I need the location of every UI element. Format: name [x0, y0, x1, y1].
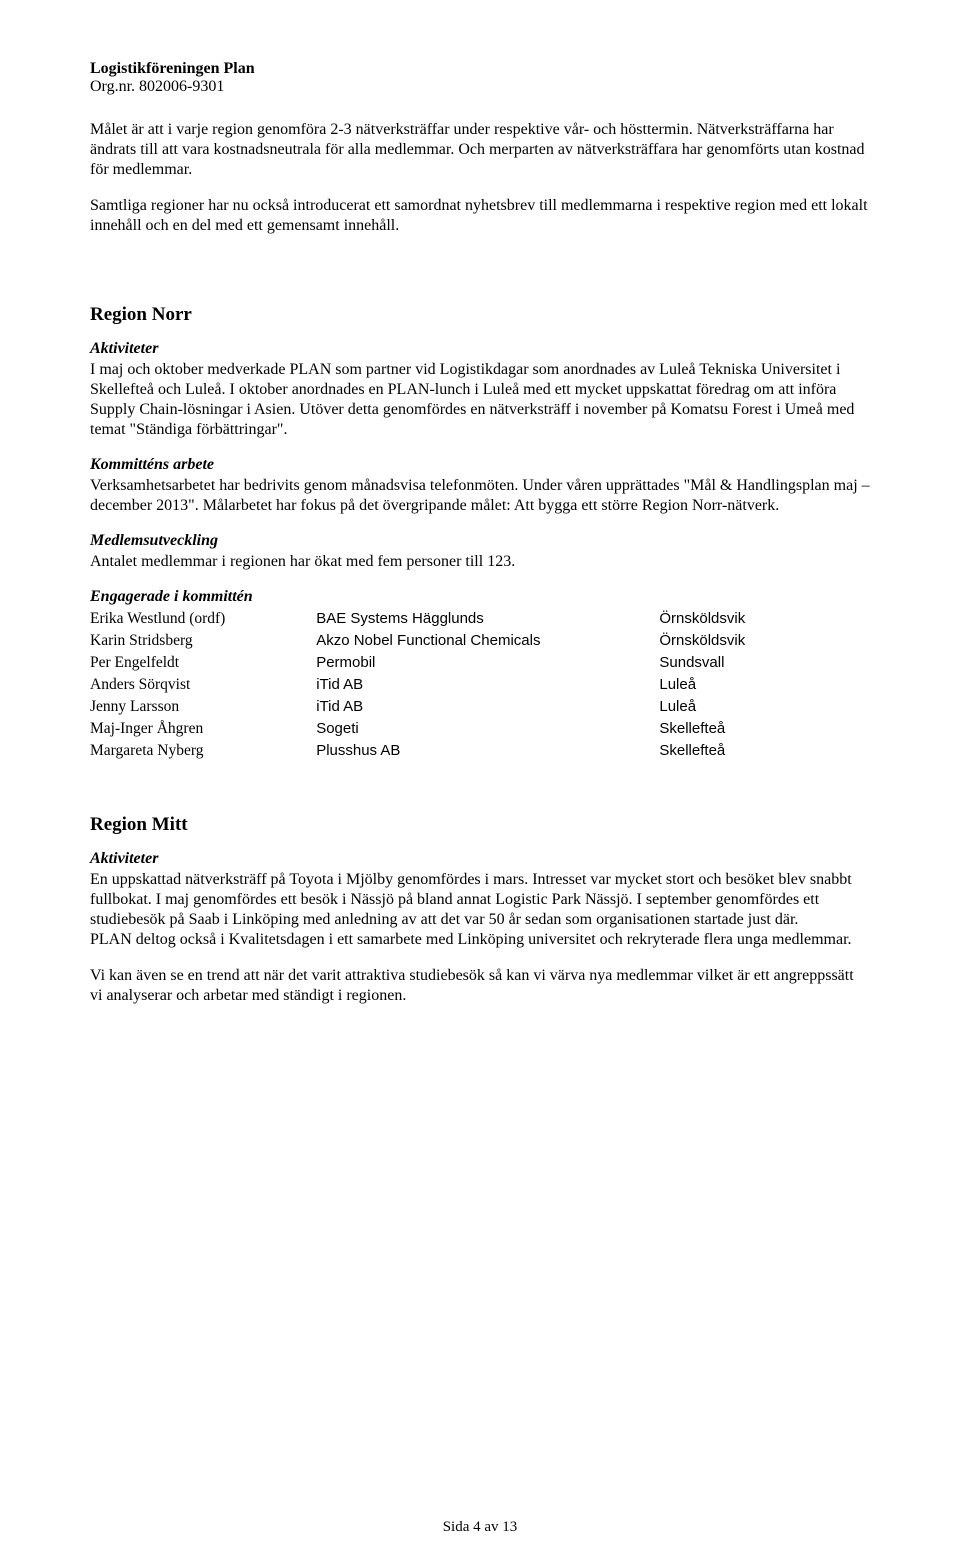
aktiviteter-text: I maj och oktober medverkade PLAN som pa… [90, 360, 870, 440]
page-footer: Sida 4 av 13 [0, 1519, 960, 1536]
mitt-paragraph-1: En uppskattad nätverksträff på Toyota i … [90, 870, 870, 930]
document-page: Logistikföreningen Plan Org.nr. 802006-9… [0, 0, 960, 1564]
member-name: Anders Sörqvist [90, 674, 316, 696]
committee-table: Erika Westlund (ordf) BAE Systems Hägglu… [90, 608, 870, 762]
table-row: Maj-Inger Åhgren Sogeti Skellefteå [90, 718, 870, 740]
kommitte-text: Verksamhetsarbetet har bedrivits genom m… [90, 476, 870, 516]
member-company: Permobil [316, 652, 659, 674]
aktiviteter-label-mitt: Aktiviteter [90, 850, 870, 868]
member-company: iTid AB [316, 696, 659, 718]
table-row: Jenny Larsson iTid AB Luleå [90, 696, 870, 718]
org-name: Logistikföreningen Plan [90, 60, 870, 78]
table-row: Per Engelfeldt Permobil Sundsvall [90, 652, 870, 674]
org-number: Org.nr. 802006-9301 [90, 78, 870, 96]
member-city: Luleå [659, 674, 870, 696]
engagerade-label: Engagerade i kommittén [90, 588, 870, 606]
member-name: Karin Stridsberg [90, 630, 316, 652]
member-city: Sundsvall [659, 652, 870, 674]
member-company: Plusshus AB [316, 740, 659, 762]
member-company: BAE Systems Hägglunds [316, 608, 659, 630]
medlemsutveckling-label: Medlemsutveckling [90, 532, 870, 550]
member-company: Akzo Nobel Functional Chemicals [316, 630, 659, 652]
medlemsutveckling-text: Antalet medlemmar i regionen har ökat me… [90, 552, 870, 572]
member-company: iTid AB [316, 674, 659, 696]
member-city: Örnsköldsvik [659, 608, 870, 630]
region-norr-heading: Region Norr [90, 304, 870, 326]
region-mitt-heading: Region Mitt [90, 814, 870, 836]
intro-paragraph-1: Målet är att i varje region genomföra 2-… [90, 120, 870, 180]
mitt-paragraph-2: PLAN deltog också i Kvalitetsdagen i ett… [90, 930, 870, 950]
table-row: Karin Stridsberg Akzo Nobel Functional C… [90, 630, 870, 652]
mitt-paragraph-3: Vi kan även se en trend att när det vari… [90, 966, 870, 1006]
member-name: Maj-Inger Åhgren [90, 718, 316, 740]
member-city: Luleå [659, 696, 870, 718]
table-row: Anders Sörqvist iTid AB Luleå [90, 674, 870, 696]
member-city: Örnsköldsvik [659, 630, 870, 652]
kommitte-label: Kommitténs arbete [90, 456, 870, 474]
intro-paragraph-2: Samtliga regioner har nu också introduce… [90, 196, 870, 236]
member-company: Sogeti [316, 718, 659, 740]
member-city: Skellefteå [659, 740, 870, 762]
aktiviteter-label: Aktiviteter [90, 340, 870, 358]
member-name: Jenny Larsson [90, 696, 316, 718]
table-row: Margareta Nyberg Plusshus AB Skellefteå [90, 740, 870, 762]
member-name: Margareta Nyberg [90, 740, 316, 762]
table-row: Erika Westlund (ordf) BAE Systems Hägglu… [90, 608, 870, 630]
member-name: Per Engelfeldt [90, 652, 316, 674]
member-name: Erika Westlund (ordf) [90, 608, 316, 630]
member-city: Skellefteå [659, 718, 870, 740]
